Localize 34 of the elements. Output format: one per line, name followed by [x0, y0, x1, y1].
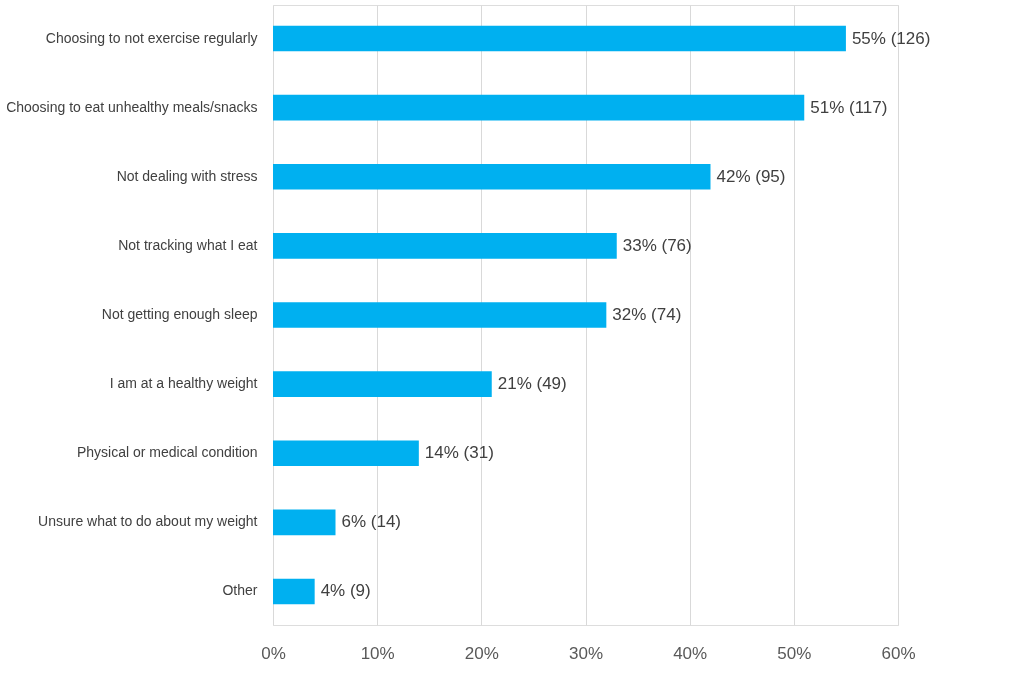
x-tick-label: 50% [777, 643, 812, 663]
x-tick-label: 60% [881, 643, 916, 663]
data-label: 32% (74) [612, 305, 682, 324]
data-label: 4% (9) [320, 581, 371, 601]
bar [273, 509, 336, 536]
y-tick-label: Physical or medical condition [76, 444, 258, 461]
bar [273, 25, 846, 52]
x-tick-label: 10% [360, 643, 395, 663]
bar [273, 440, 419, 467]
bar [273, 163, 711, 190]
bar [273, 371, 492, 397]
data-label: 33% (76) [622, 235, 692, 255]
data-label: 51% (117) [810, 97, 888, 117]
x-tick-label: 20% [464, 643, 499, 663]
data-label: 42% (95) [716, 166, 786, 186]
data-label: 21% (49) [497, 374, 567, 394]
y-tick-label: Choosing to not exercise regularly [45, 29, 258, 46]
bar [273, 302, 607, 328]
y-tick-label: Not getting enough sleep [101, 306, 258, 322]
x-tick-label: 40% [673, 643, 708, 663]
y-tick-label: Not tracking what I eat [118, 236, 258, 253]
y-tick-label: Choosing to eat unhealthy meals/snacks [6, 98, 258, 115]
data-label: 6% (14) [341, 512, 402, 532]
y-tick-label: Other [222, 582, 258, 599]
bar [273, 578, 315, 605]
x-tick-label: 0% [261, 643, 286, 663]
y-tick-label: I am at a healthy weight [109, 375, 258, 392]
data-label: 14% (31) [424, 443, 494, 463]
y-tick-label: Unsure what to do about my weight [38, 513, 258, 530]
bar [273, 94, 805, 121]
y-tick-label: Not dealing with stress [116, 167, 258, 184]
x-tick-label: 30% [568, 643, 604, 663]
data-label: 55% (126) [851, 28, 931, 48]
bar [273, 233, 617, 259]
